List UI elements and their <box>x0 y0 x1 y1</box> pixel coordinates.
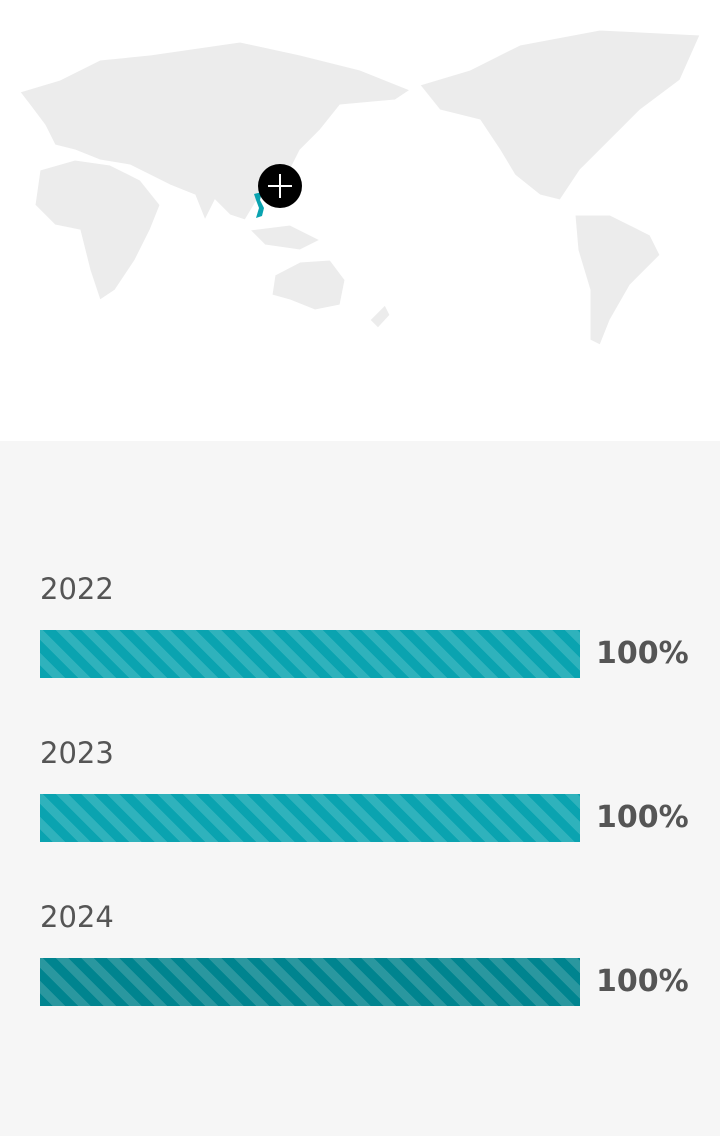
australia-landmass <box>271 259 346 311</box>
year-label: 2024 <box>40 900 114 934</box>
year-label: 2022 <box>40 572 114 606</box>
location-marker-plus-icon[interactable] <box>258 164 302 208</box>
year-label: 2023 <box>40 736 114 770</box>
vietnam-highlight <box>254 192 264 218</box>
stat-row-2022: 2022 100% <box>40 572 700 678</box>
progress-bar <box>40 794 580 842</box>
south-america-landmass <box>574 214 661 346</box>
new-zealand-landmass <box>369 304 391 329</box>
percent-label: 100% <box>596 636 689 671</box>
world-map <box>0 0 720 441</box>
stat-row-2024: 2024 100% <box>40 900 700 1006</box>
stat-row-2023: 2023 100% <box>40 736 700 842</box>
world-map-graphic <box>19 29 701 346</box>
africa-landmass <box>34 159 161 301</box>
progress-bar <box>40 630 580 678</box>
percent-label: 100% <box>596 964 689 999</box>
southeast-asia-islands <box>248 224 322 251</box>
percent-label: 100% <box>596 800 689 835</box>
north-america-landmass <box>419 29 701 201</box>
progress-bar <box>40 958 580 1006</box>
